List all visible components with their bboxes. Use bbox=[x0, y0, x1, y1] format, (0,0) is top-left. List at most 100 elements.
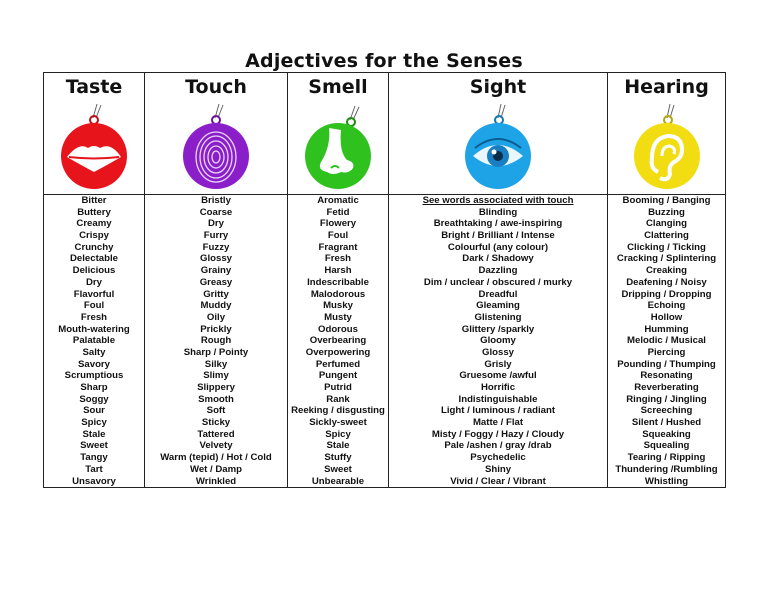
word-item: Psychedelic bbox=[470, 452, 526, 464]
word-item: Fetid bbox=[326, 206, 350, 218]
word-item: Furry bbox=[203, 230, 229, 242]
word-item: Tearing / Ripping bbox=[627, 452, 706, 464]
word-item: Dry bbox=[208, 218, 224, 230]
word-item: Rough bbox=[200, 335, 232, 347]
word-item: Delicious bbox=[72, 265, 116, 277]
word-item: Foul bbox=[327, 230, 349, 242]
word-item: Dry bbox=[86, 276, 102, 288]
word-item: Perfumed bbox=[315, 358, 361, 370]
word-item: Stale bbox=[326, 440, 350, 452]
word-item: Melodic / Musical bbox=[627, 335, 706, 347]
words-row: Bitter Buttery Creamy Crispy Crunchy Delectab… bbox=[43, 193, 726, 489]
smell-words-cell: Aromatic Fetid Flowery Foul Fragrant Fresh Har… bbox=[287, 193, 389, 489]
word-item: Misty / Foggy / Hazy / Cloudy bbox=[431, 428, 565, 440]
word-item: Glittery /sparkly bbox=[461, 323, 535, 335]
word-item: Soggy bbox=[79, 393, 109, 405]
word-item: Putrid bbox=[324, 382, 352, 393]
taste-word-list: Bitter Buttery Creamy Crispy Crunchy Delectab… bbox=[44, 195, 144, 487]
word-item: Horrific bbox=[480, 382, 516, 393]
word-item: Warm (tepid) / Hot / Cold bbox=[160, 452, 272, 464]
word-item: Grisly bbox=[484, 358, 512, 370]
word-item: Bristly bbox=[201, 195, 231, 206]
word-item: Malodorous bbox=[310, 288, 366, 300]
word-item: Stuffy bbox=[324, 452, 352, 464]
hearing-words-cell: Booming / Banging Buzzing Clanging Clatteri… bbox=[607, 193, 726, 489]
word-item: Salty bbox=[82, 346, 106, 358]
word-item: Booming / Banging bbox=[622, 195, 711, 206]
touch-heading: Touch bbox=[185, 76, 247, 98]
word-item: Gritty bbox=[203, 288, 229, 300]
word-item: Scrumptious bbox=[64, 370, 124, 382]
word-item: Gloomy bbox=[480, 335, 516, 347]
word-item: Harsh bbox=[324, 265, 352, 277]
word-item: Shiny bbox=[484, 463, 512, 475]
word-item: Buzzing bbox=[648, 206, 685, 218]
word-item: Wet / Damp bbox=[189, 463, 243, 475]
word-item: Indistinguishable bbox=[458, 393, 538, 405]
word-item: Clicking / Ticking bbox=[627, 241, 706, 253]
word-item: Overbearing bbox=[309, 335, 367, 347]
word-item: Tattered bbox=[197, 428, 235, 440]
word-item: Crunchy bbox=[74, 241, 114, 253]
fingerprint-icon bbox=[183, 103, 249, 189]
word-item: Tart bbox=[85, 463, 103, 475]
word-item: Creaking bbox=[645, 265, 688, 277]
word-item: See words associated with touch bbox=[422, 195, 574, 206]
word-item: Dim / unclear / obscured / murky bbox=[423, 276, 573, 288]
word-item: Gleaming bbox=[476, 300, 520, 312]
word-item: Delectable bbox=[70, 253, 118, 265]
word-item: Reverberating bbox=[634, 382, 699, 393]
word-item: Flowery bbox=[319, 218, 357, 230]
word-item: Fresh bbox=[80, 311, 108, 323]
word-item: Matte / Flat bbox=[472, 417, 524, 429]
senses-table: Taste Touch bbox=[43, 72, 726, 489]
word-item: Buttery bbox=[77, 206, 111, 218]
word-item: Humming bbox=[644, 323, 689, 335]
taste-heading: Taste bbox=[65, 76, 123, 98]
word-item: Echoing bbox=[647, 300, 686, 312]
word-item: Bright / Brilliant / Intense bbox=[441, 230, 555, 242]
word-item: Sweet bbox=[324, 463, 352, 475]
word-item: Fragrant bbox=[318, 241, 358, 253]
word-item: Sickly-sweet bbox=[309, 417, 367, 429]
word-item: Dazzling bbox=[478, 265, 518, 277]
word-item: Rank bbox=[326, 393, 350, 405]
word-item: Overpowering bbox=[305, 346, 371, 358]
word-item: Palatable bbox=[72, 335, 116, 347]
taste-header-cell: Taste bbox=[43, 72, 145, 195]
word-item: Fuzzy bbox=[202, 241, 230, 253]
eye-icon bbox=[465, 103, 531, 189]
word-item: Deafening / Noisy bbox=[626, 276, 707, 288]
word-item: Sharp bbox=[80, 382, 108, 393]
word-item: Hollow bbox=[650, 311, 683, 323]
word-item: Breathtaking / awe-inspiring bbox=[433, 218, 563, 230]
sight-header-cell: Sight bbox=[388, 72, 608, 195]
word-item: Colourful (any colour) bbox=[447, 241, 549, 253]
touch-words-cell: Bristly Coarse Dry Furry Fuzzy Glossy Grainy Gr… bbox=[144, 193, 288, 489]
word-item: Sweet bbox=[80, 440, 108, 452]
word-item: Creamy bbox=[76, 218, 112, 230]
word-item: Reeking / disgusting bbox=[291, 405, 385, 417]
word-item: Silky bbox=[204, 358, 228, 370]
word-item: Odorous bbox=[318, 323, 358, 335]
word-item: Glistening bbox=[474, 311, 522, 323]
sight-heading: Sight bbox=[469, 76, 527, 98]
word-item: Wrinkled bbox=[195, 475, 237, 487]
word-item: Fresh bbox=[324, 253, 352, 265]
word-item: Clanging bbox=[645, 218, 688, 230]
word-item: Dripping / Dropping bbox=[621, 288, 712, 300]
word-item: Spicy bbox=[325, 428, 351, 440]
nose-icon bbox=[305, 105, 371, 189]
word-item: Slimy bbox=[203, 370, 229, 382]
word-item: Thundering /Rumbling bbox=[615, 463, 718, 475]
touch-word-list: Bristly Coarse Dry Furry Fuzzy Glossy Grainy Gr… bbox=[145, 195, 287, 487]
word-item: Sticky bbox=[201, 417, 231, 429]
touch-header-cell: Touch bbox=[144, 72, 288, 195]
word-item: Silent / Hushed bbox=[631, 417, 702, 429]
smell-header-cell: Smell bbox=[287, 72, 389, 195]
word-item: Savory bbox=[78, 358, 110, 370]
word-item: Coarse bbox=[199, 206, 233, 218]
word-item: Foul bbox=[83, 300, 105, 312]
word-item: Mouth-watering bbox=[58, 323, 130, 335]
sight-words-cell: See words associated with touch Blinding B… bbox=[388, 193, 608, 489]
